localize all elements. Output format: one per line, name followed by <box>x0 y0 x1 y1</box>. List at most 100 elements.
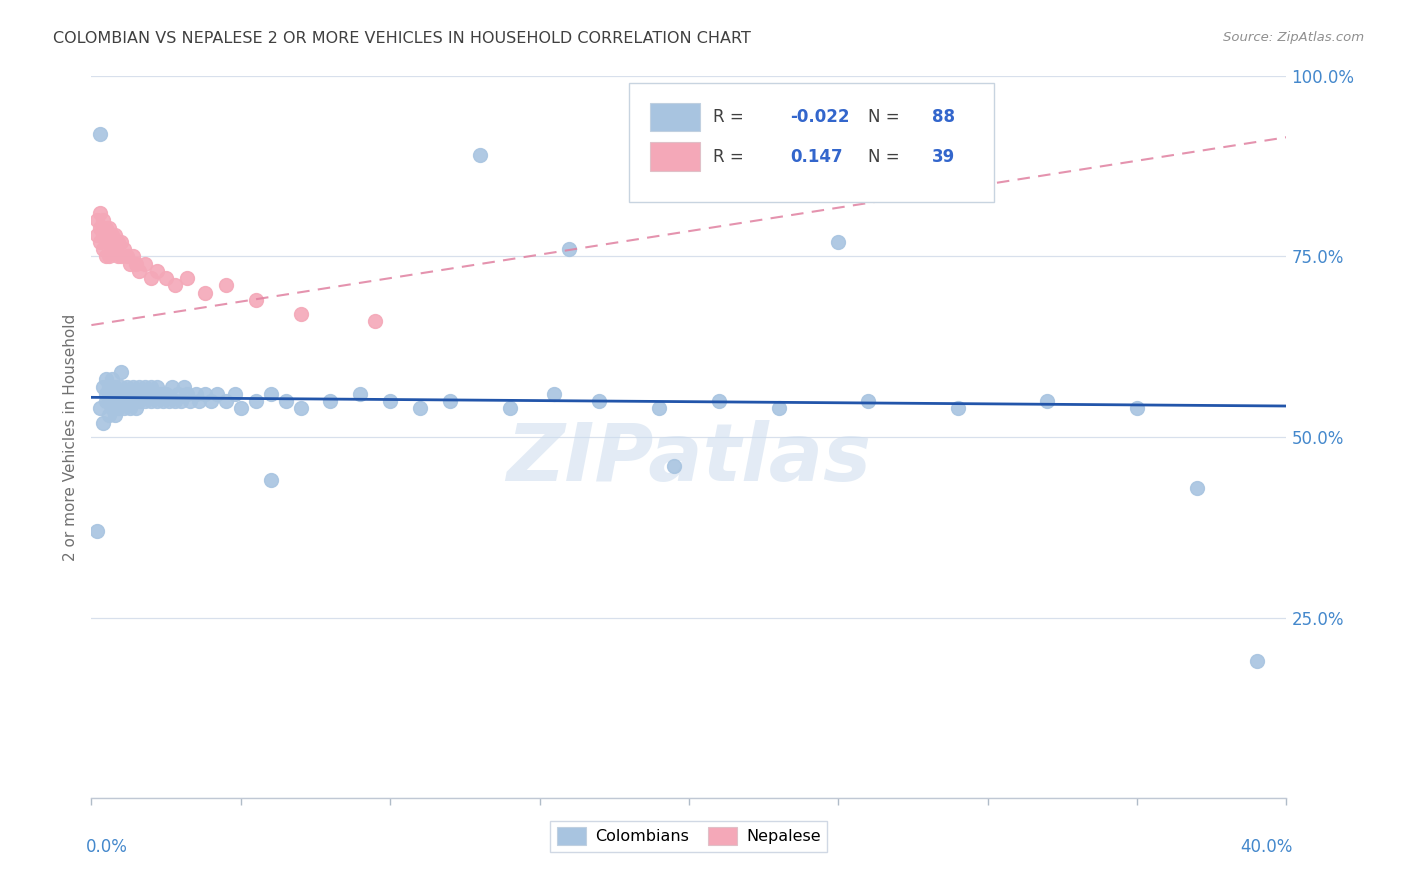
Point <box>141 379 163 393</box>
Point <box>96 220 118 235</box>
Point <box>115 249 138 264</box>
Point <box>152 393 174 408</box>
Point <box>134 379 156 393</box>
Point <box>93 379 115 393</box>
Point <box>163 393 186 408</box>
Point <box>93 242 115 256</box>
Point <box>128 379 150 393</box>
Legend: Colombians, Nepalese: Colombians, Nepalese <box>550 821 828 852</box>
Point <box>588 393 610 408</box>
Point <box>101 242 124 256</box>
Text: N =: N = <box>868 148 900 166</box>
Point <box>543 386 565 401</box>
Point <box>89 127 111 141</box>
Text: 0.147: 0.147 <box>790 148 844 166</box>
Point <box>86 227 108 242</box>
Point <box>146 393 169 408</box>
Point <box>858 393 880 408</box>
Point <box>128 393 150 408</box>
Point <box>125 401 148 416</box>
Point <box>89 401 111 416</box>
Point <box>96 393 118 408</box>
Point <box>173 379 195 393</box>
Point <box>96 372 118 386</box>
Text: R =: R = <box>713 108 744 126</box>
Point <box>558 242 581 256</box>
Point <box>146 379 169 393</box>
Point <box>98 409 121 423</box>
Text: -0.022: -0.022 <box>790 108 851 126</box>
Text: N =: N = <box>868 108 900 126</box>
Point <box>115 379 138 393</box>
Point <box>259 474 281 488</box>
Point <box>104 409 127 423</box>
Point <box>96 386 118 401</box>
Point <box>946 401 969 416</box>
Point <box>110 249 132 264</box>
Point <box>98 379 121 393</box>
Point <box>112 386 135 401</box>
Point <box>96 235 118 249</box>
Point <box>194 386 217 401</box>
Point <box>89 235 111 249</box>
Point <box>176 271 198 285</box>
Point <box>768 401 790 416</box>
Point <box>155 271 177 285</box>
Point <box>93 213 115 227</box>
Point <box>194 285 217 300</box>
Point <box>160 379 183 393</box>
Point <box>224 386 246 401</box>
Point <box>112 401 135 416</box>
Point <box>86 213 108 227</box>
Point <box>349 386 371 401</box>
Point <box>120 401 142 416</box>
Point <box>179 393 201 408</box>
Text: COLOMBIAN VS NEPALESE 2 OR MORE VEHICLES IN HOUSEHOLD CORRELATION CHART: COLOMBIAN VS NEPALESE 2 OR MORE VEHICLES… <box>53 31 751 46</box>
Point <box>409 401 432 416</box>
Point <box>136 386 159 401</box>
Point <box>101 372 124 386</box>
Point <box>163 278 186 293</box>
Point <box>110 379 132 393</box>
Point <box>176 386 198 401</box>
Point <box>125 386 148 401</box>
Point <box>101 401 124 416</box>
Point <box>128 264 150 278</box>
Point <box>143 386 166 401</box>
Y-axis label: 2 or more Vehicles in Household: 2 or more Vehicles in Household <box>63 313 79 561</box>
Point <box>1036 393 1059 408</box>
Point <box>101 386 124 401</box>
Point <box>107 235 129 249</box>
Point <box>707 393 730 408</box>
Point <box>120 257 142 271</box>
Text: 39: 39 <box>932 148 955 166</box>
Point <box>215 393 238 408</box>
FancyBboxPatch shape <box>630 83 994 202</box>
Point <box>104 393 127 408</box>
Point <box>662 458 685 473</box>
Point <box>115 393 138 408</box>
Point <box>122 393 145 408</box>
Point <box>245 393 267 408</box>
Point <box>110 393 132 408</box>
Point <box>167 386 190 401</box>
FancyBboxPatch shape <box>650 143 700 171</box>
Point <box>110 365 132 379</box>
FancyBboxPatch shape <box>650 103 700 131</box>
Point <box>134 393 156 408</box>
Point <box>319 393 342 408</box>
Point <box>107 401 129 416</box>
Point <box>89 220 111 235</box>
Point <box>112 242 135 256</box>
Point <box>122 249 145 264</box>
Point <box>364 314 387 328</box>
Text: 40.0%: 40.0% <box>1240 838 1292 856</box>
Point <box>93 227 115 242</box>
Point <box>245 293 267 307</box>
Point <box>215 278 238 293</box>
Text: 88: 88 <box>932 108 955 126</box>
Point <box>107 386 129 401</box>
Point <box>205 386 228 401</box>
Point <box>380 393 402 408</box>
Point <box>155 386 177 401</box>
